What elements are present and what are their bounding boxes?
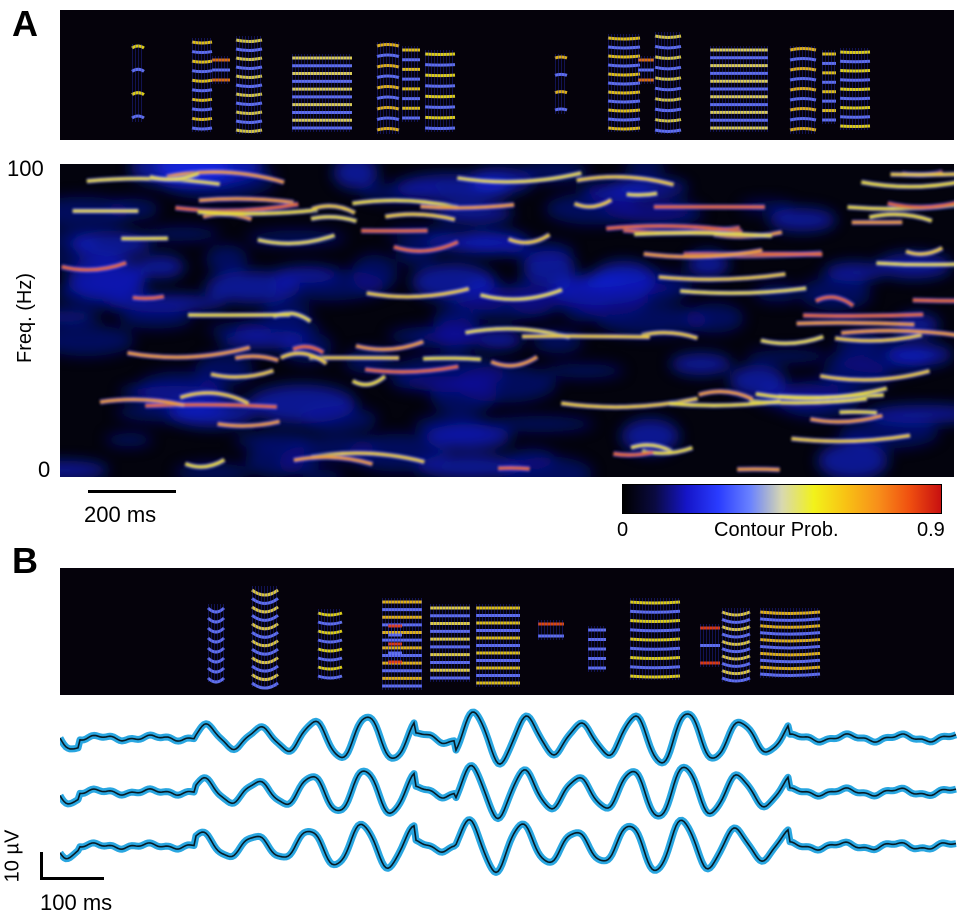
- panel-b-letter: B: [12, 540, 38, 581]
- panel-a-spectrogram-graphic: [131, 32, 871, 134]
- contour-heatmap: [60, 164, 954, 477]
- colorbar: [622, 484, 942, 514]
- panel-a-spectrogram: [60, 10, 954, 140]
- syllable: [721, 608, 751, 683]
- panel-b-spectrogram-graphic: [206, 586, 821, 690]
- syllable: [554, 54, 568, 114]
- syllable: [821, 50, 836, 124]
- amplitude-scale-label: 10 µV: [1, 829, 24, 883]
- y-axis-label: Freq. (Hz): [14, 273, 36, 363]
- syllable: [401, 46, 420, 122]
- syllable: [317, 609, 343, 680]
- trace-line: [60, 711, 957, 765]
- syllable: [131, 44, 145, 122]
- colorbar-min-label: 0: [617, 519, 629, 541]
- syllable: [376, 42, 400, 134]
- syllable: [638, 56, 654, 84]
- syllable: [789, 46, 817, 134]
- syllable: [629, 598, 681, 680]
- syllable: [538, 620, 564, 640]
- syllable: [212, 56, 230, 84]
- neural-traces: [60, 700, 958, 885]
- y-tick-bottom: 0: [38, 457, 51, 482]
- contour-heatmap-graphic: [60, 164, 954, 477]
- panel-a-letter: A: [12, 3, 38, 44]
- syllable: [475, 604, 520, 687]
- syllable: [654, 32, 682, 134]
- trace-line: [60, 764, 957, 820]
- amplitude-scale-bar: [40, 852, 43, 880]
- syllable: [235, 36, 263, 134]
- time-scale-label-a: 200 ms: [84, 502, 157, 527]
- syllable: [699, 624, 720, 667]
- syllable: [709, 46, 768, 132]
- colorbar-gradient: [623, 485, 941, 513]
- y-tick-top: 100: [7, 156, 44, 181]
- syllable: [839, 48, 871, 130]
- panel-b-spectrogram: [60, 568, 954, 695]
- colorbar-max-label: 0.9: [917, 519, 945, 541]
- time-scale-bar-b: [40, 877, 104, 880]
- syllable: [424, 50, 456, 132]
- time-scale-bar-a: [88, 490, 176, 493]
- time-scale-label-b: 100 ms: [40, 890, 113, 915]
- syllable: [429, 604, 470, 682]
- syllable: [191, 38, 213, 132]
- syllable: [759, 608, 821, 678]
- trace-line: [60, 818, 957, 874]
- syllable: [206, 604, 226, 684]
- syllable: [251, 586, 279, 690]
- syllable: [387, 622, 402, 666]
- syllable: [291, 54, 352, 132]
- colorbar-title: Contour Prob.: [714, 519, 839, 541]
- neural-traces-graphic: [60, 708, 958, 876]
- syllable: [587, 626, 606, 672]
- syllable: [607, 34, 641, 132]
